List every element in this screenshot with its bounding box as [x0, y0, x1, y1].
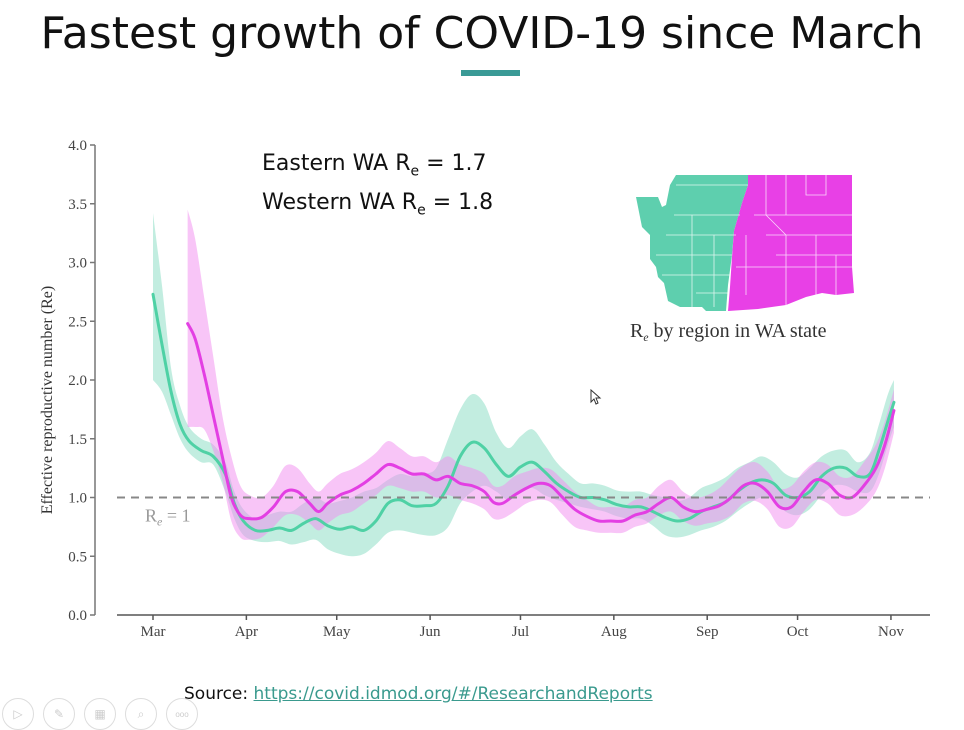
x-tick-label-may: May: [323, 624, 351, 640]
source-link[interactable]: https://covid.idmod.org/#/ResearchandRep…: [253, 684, 653, 704]
more-options-icon: ooo: [175, 709, 189, 719]
slides-grid-button[interactable]: ▦: [84, 698, 116, 730]
y-tick-label: 1.5: [68, 432, 87, 448]
x-tick-label-nov: Nov: [878, 624, 904, 640]
y-axis-title: Effective reproductive number (Re): [39, 286, 56, 515]
x-tick-label-oct: Oct: [787, 624, 809, 640]
x-tick-label-jun: Jun: [420, 624, 441, 640]
wa-region-map: [636, 175, 854, 311]
y-tick-label: 0.5: [68, 549, 87, 565]
y-tick-label: 3.5: [68, 197, 87, 213]
x-tick-label-jul: Jul: [512, 624, 530, 640]
slides-grid-icon: ▦: [94, 707, 106, 721]
y-tick-label: 0.0: [68, 608, 87, 624]
x-tick-label-mar: Mar: [141, 624, 166, 640]
play-button[interactable]: ▷: [2, 698, 34, 730]
source-label: Source:: [184, 684, 254, 704]
slide-title: Fastest growth of COVID-19 since March: [40, 8, 924, 59]
zoom-icon: ⌕: [137, 706, 145, 721]
y-tick-label: 2.0: [68, 373, 87, 389]
western-wa-line: [151, 292, 896, 533]
pen-icon: ✎: [53, 707, 65, 721]
source-line: Source: https://covid.idmod.org/#/Resear…: [184, 684, 653, 704]
mouse-cursor-icon: [590, 389, 602, 405]
presentation-toolbar: ▷ ✎ ▦ ⌕ ooo: [2, 698, 198, 730]
play-icon: ▷: [13, 707, 23, 721]
x-tick-label-sep: Sep: [696, 624, 719, 640]
x-axis: Mar Apr May Jun Jul Aug Sep Oct Nov: [117, 614, 930, 640]
confidence-bands: [153, 209, 894, 557]
title-accent-bar: [461, 70, 520, 76]
pen-button[interactable]: ✎: [43, 698, 75, 730]
eastern-wa-region: [728, 175, 854, 311]
zoom-button[interactable]: ⌕: [125, 698, 157, 730]
y-tick-label: 1.0: [68, 491, 87, 507]
county-borders: [656, 175, 852, 307]
y-tick-label: 3.0: [68, 256, 87, 272]
y-tick-label: 4.0: [68, 138, 87, 154]
reference-line-label: Re = 1: [145, 506, 191, 529]
western-wa-re-label: Western WA Re = 1.8: [262, 190, 494, 219]
y-tick-label: 2.5: [68, 314, 87, 330]
series-lines: [151, 292, 896, 533]
x-tick-label-apr: Apr: [235, 624, 258, 640]
eastern-wa-re-label: Eastern WA Re = 1.7: [262, 151, 487, 180]
eastern-wa-line: [186, 322, 896, 523]
x-tick-label-aug: Aug: [601, 624, 627, 640]
more-options-button[interactable]: ooo: [166, 698, 198, 730]
re-annotation: Eastern WA Re = 1.7 Western WA Re = 1.8: [262, 148, 493, 227]
y-axis: 0.0 0.5 1.0 1.5 2.0 2.5 3.0 3.5 4.0: [68, 138, 96, 624]
eastern-wa-confidence-band: [187, 209, 894, 540]
map-caption: Re by region in WA state: [630, 320, 827, 344]
